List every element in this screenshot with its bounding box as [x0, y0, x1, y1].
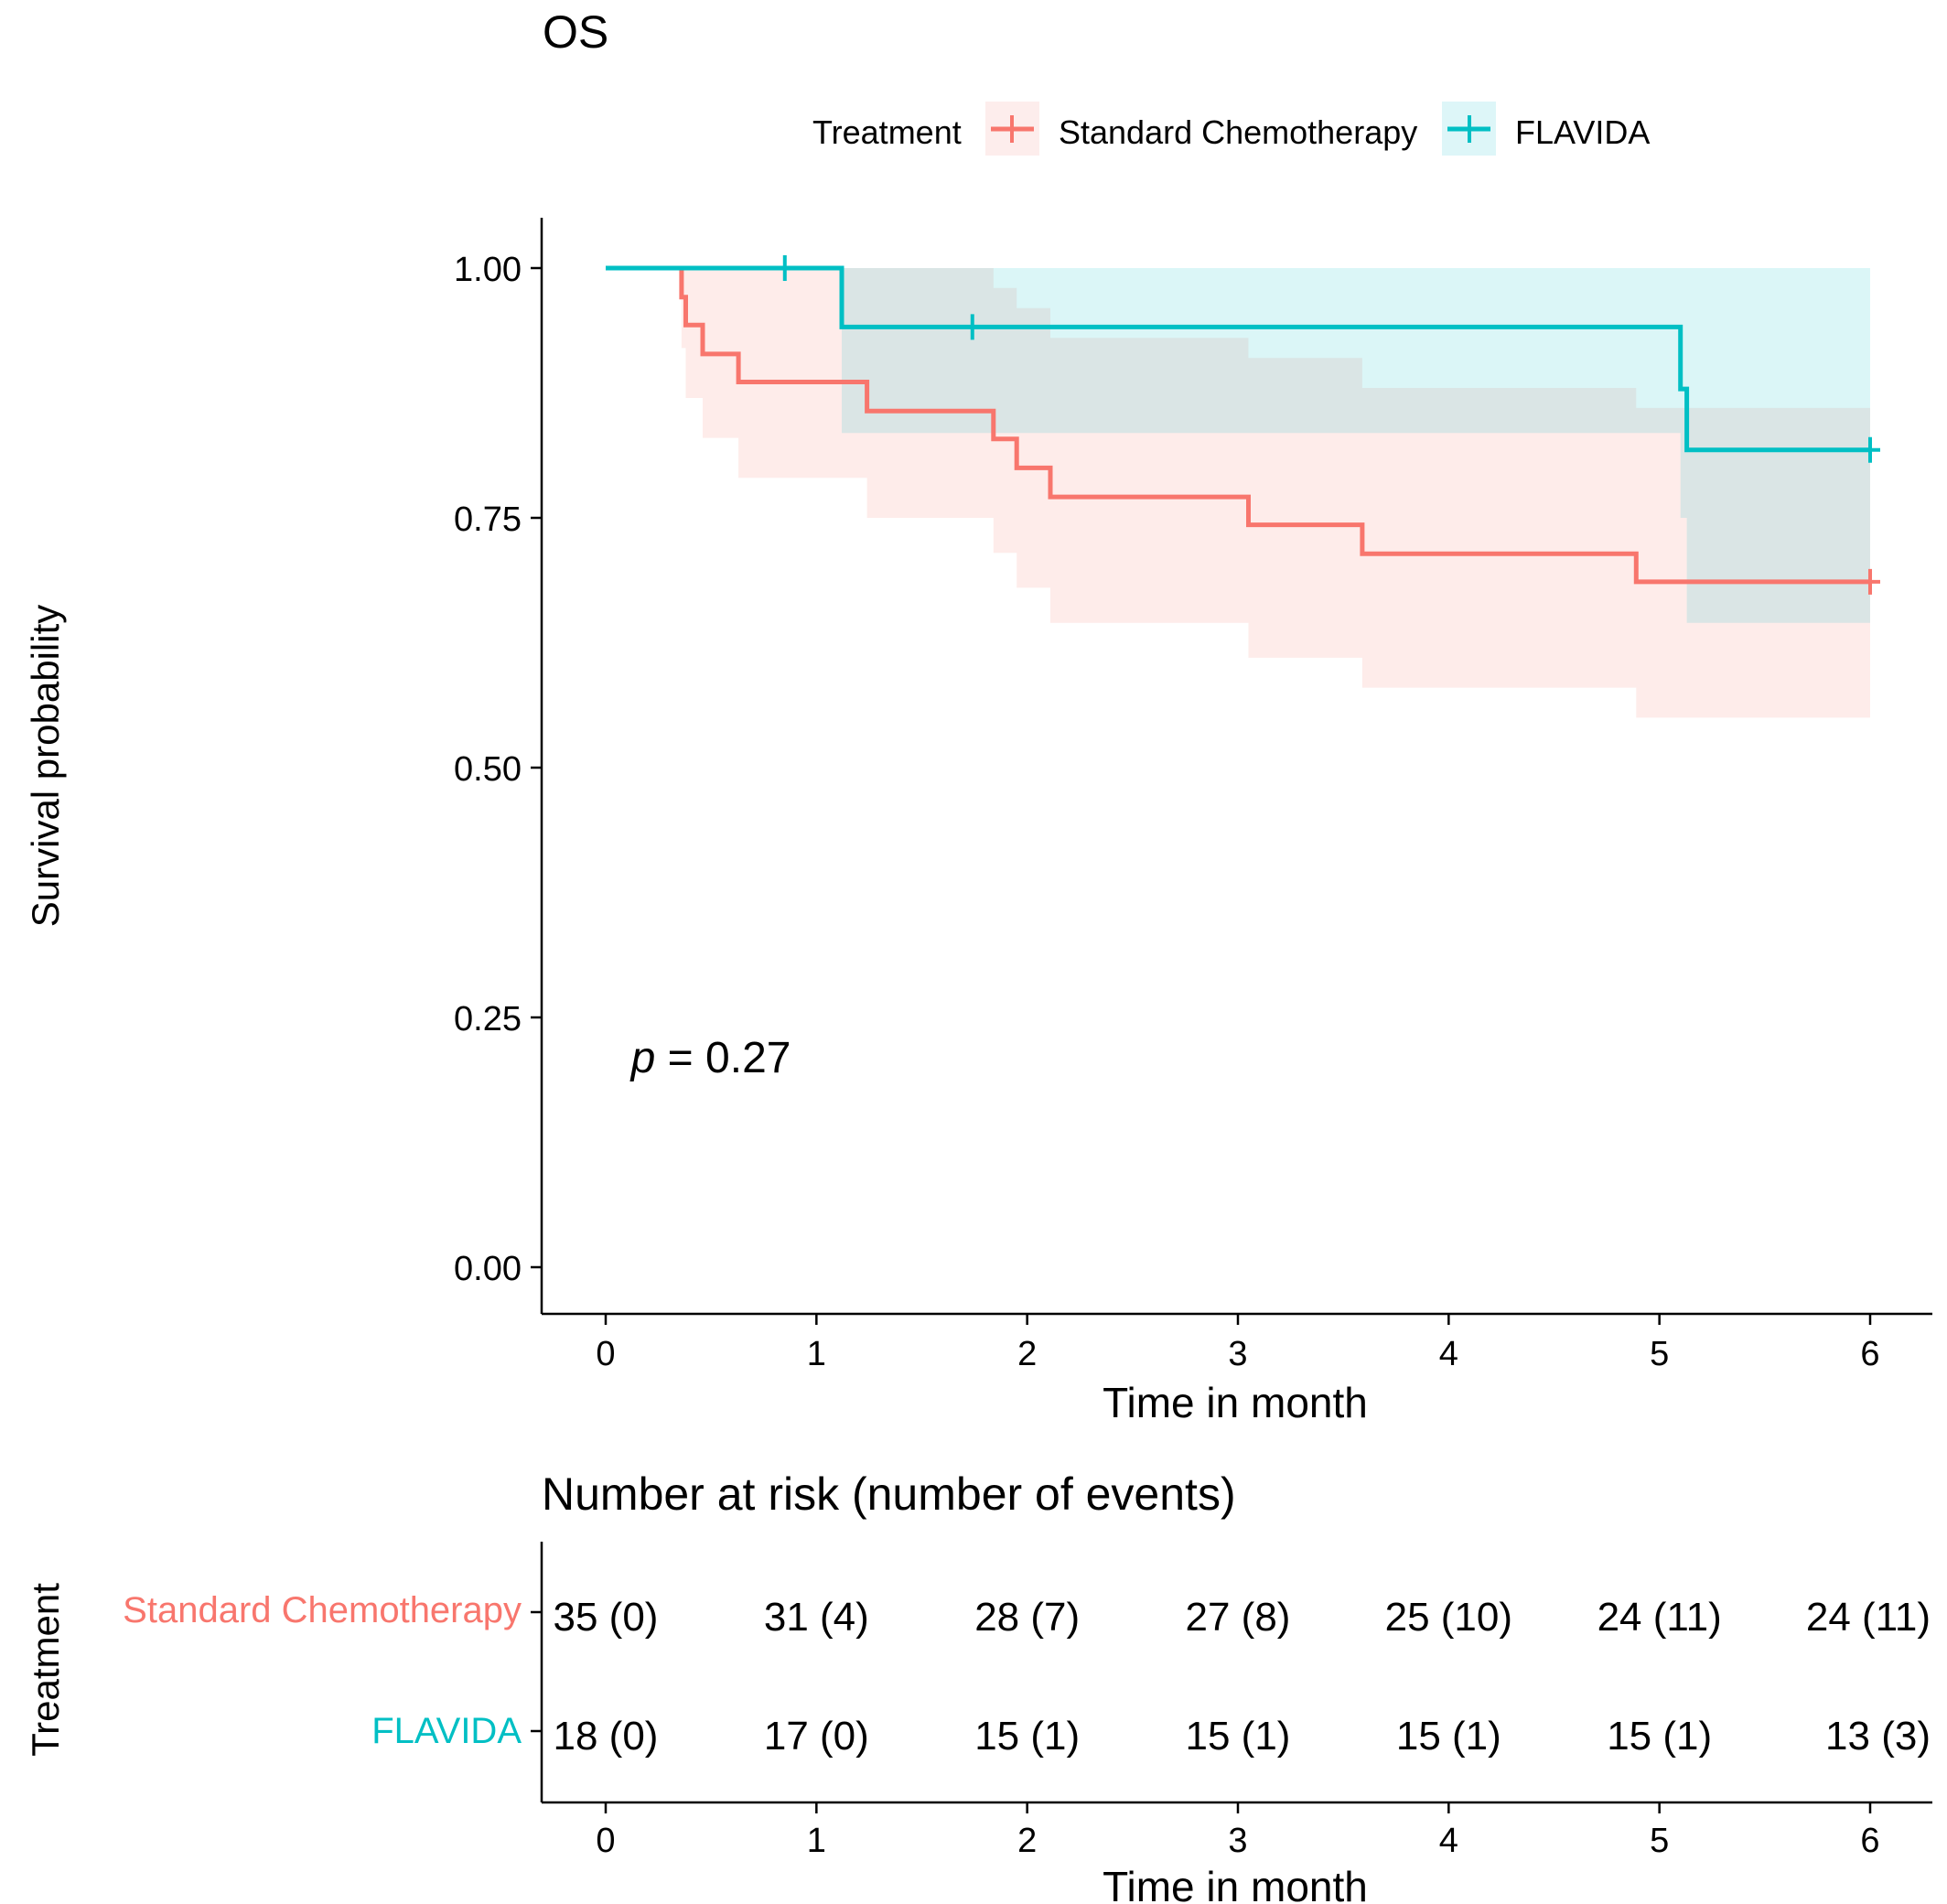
risk-table-y-label: Treatment	[24, 1583, 67, 1757]
legend-key-standard	[985, 102, 1039, 156]
risk-x-tick-label-1: 1	[807, 1822, 826, 1860]
x-tick-label-0: 0	[596, 1335, 615, 1373]
risk-x-tick-label-4: 4	[1439, 1822, 1458, 1860]
x-tick-label-5: 5	[1650, 1335, 1669, 1373]
plot-area: 0.00 0.25 0.50 0.75 1.00 0 1 2 3 4 5 6 p = 0.27	[454, 218, 1932, 1373]
risk-cell-standard-5: 24 (11)	[1597, 1595, 1722, 1640]
legend-label-flavida: FLAVIDA	[1515, 113, 1650, 151]
x-tick-label-1: 1	[807, 1335, 826, 1373]
legend-title: Treatment	[812, 113, 962, 151]
risk-cell-flavida-2: 15 (1)	[974, 1714, 1080, 1759]
y-tick-label-2: 0.50	[454, 750, 522, 789]
x-tick-label-6: 6	[1860, 1335, 1879, 1373]
risk-cell-flavida-3: 15 (1)	[1186, 1714, 1291, 1759]
censor-mark-standard-0	[1860, 568, 1880, 595]
y-tick-label-4: 1.00	[454, 251, 522, 289]
survival-curve-flavida	[606, 265, 1870, 453]
censor-mark-flavida-1	[962, 314, 983, 340]
risk-row-label-standard: Standard Chemotherapy	[123, 1590, 522, 1630]
risk-cell-standard-0: 35 (0)	[554, 1595, 659, 1640]
risk-row-label-flavida: FLAVIDA	[371, 1711, 522, 1751]
legend-key-flavida	[1442, 102, 1496, 156]
risk-cell-flavida-5: 15 (1)	[1607, 1714, 1712, 1759]
risk-cells: 35 (0) 31 (4) 28 (7) 27 (8) 25 (10) 24 (11) 24…	[554, 1595, 1931, 1759]
risk-cell-standard-4: 25 (10)	[1385, 1595, 1512, 1640]
survival-curve-standard	[606, 265, 1870, 585]
risk-cell-standard-1: 31 (4)	[764, 1595, 869, 1640]
risk-x-tick-label-6: 6	[1860, 1822, 1879, 1860]
risk-cell-standard-6: 24 (11)	[1806, 1595, 1931, 1640]
risk-table-title: Number at risk (number of events)	[542, 1468, 1236, 1520]
x-tick-label-3: 3	[1228, 1335, 1247, 1373]
legend: Treatment Standard Chemotherapy FLAVIDA	[812, 102, 1650, 156]
x-axis-label: Time in month	[1103, 1379, 1368, 1426]
risk-table-x-label: Time in month	[1103, 1863, 1368, 1904]
risk-cell-flavida-0: 18 (0)	[554, 1714, 659, 1759]
y-axis-label: Survival probability	[24, 605, 67, 928]
p-value-symbol: p	[629, 1034, 656, 1082]
risk-cell-flavida-1: 17 (0)	[764, 1714, 869, 1759]
risk-cell-standard-3: 27 (8)	[1186, 1595, 1291, 1640]
chart-title: OS	[543, 6, 608, 58]
risk-cell-flavida-4: 15 (1)	[1396, 1714, 1501, 1759]
p-value-annotation: p = 0.27	[629, 1034, 791, 1082]
x-tick-label-4: 4	[1439, 1335, 1458, 1373]
risk-cell-flavida-6: 13 (3)	[1825, 1714, 1931, 1759]
censor-mark-flavida-2	[1860, 436, 1880, 463]
legend-label-standard: Standard Chemotherapy	[1059, 113, 1417, 151]
confidence-bands	[606, 268, 1870, 718]
risk-cell-standard-2: 28 (7)	[974, 1595, 1080, 1640]
risk-x-tick-label-5: 5	[1650, 1822, 1669, 1860]
risk-x-tick-label-3: 3	[1228, 1822, 1247, 1860]
y-tick-label-3: 0.75	[454, 500, 522, 539]
y-tick-label-0: 0.00	[454, 1250, 522, 1288]
survival-curves	[606, 265, 1870, 585]
confidence-band-flavida	[606, 268, 1870, 623]
confidence-band-standard	[606, 268, 1870, 718]
risk-x-tick-label-2: 2	[1017, 1822, 1037, 1860]
y-ticks: 0.00 0.25 0.50 0.75 1.00	[454, 251, 542, 1288]
x-ticks: 0 1 2 3 4 5 6	[596, 1314, 1880, 1373]
risk-x-tick-label-0: 0	[596, 1822, 615, 1860]
risk-table: Number at risk (number of events) Treatm…	[24, 1468, 1932, 1904]
x-tick-label-2: 2	[1017, 1335, 1037, 1373]
p-value-text: = 0.27	[655, 1034, 791, 1082]
risk-x-ticks: 0 1 2 3 4 5 6	[596, 1802, 1880, 1860]
y-tick-label-1: 0.25	[454, 1000, 522, 1038]
censor-mark-flavida-0	[774, 255, 795, 281]
censor-marks	[774, 255, 1880, 595]
